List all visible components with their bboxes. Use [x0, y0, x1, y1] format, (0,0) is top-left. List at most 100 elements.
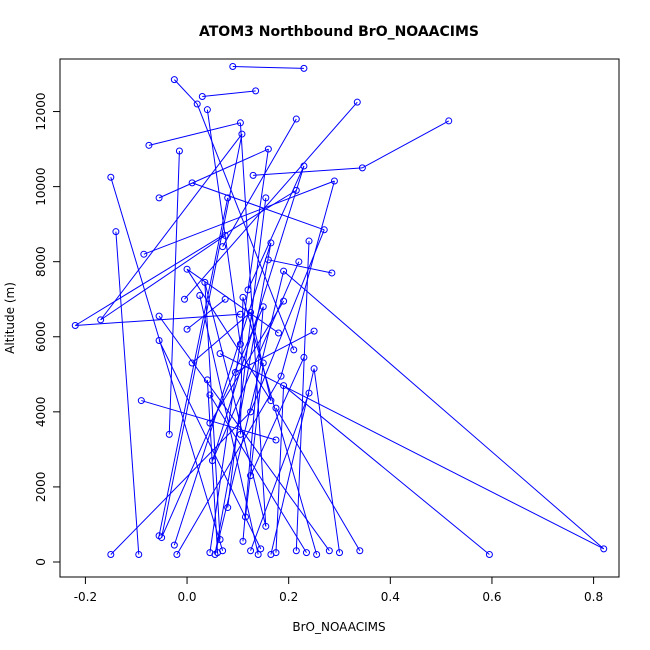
data-point: [137, 397, 145, 405]
series-line-segment: [242, 297, 318, 555]
series-line-segment: [275, 407, 361, 551]
data-point: [183, 325, 191, 333]
data-point: [292, 186, 300, 194]
series-line-segment: [173, 79, 198, 105]
data-point: [267, 550, 275, 558]
data-point: [267, 397, 275, 405]
data-point: [313, 550, 321, 558]
data-point: [241, 513, 249, 521]
data-point: [328, 269, 336, 277]
data-point: [236, 340, 244, 348]
data-point: [277, 372, 285, 380]
series-line-segment: [204, 282, 267, 527]
data-point: [239, 537, 247, 545]
data-point: [280, 382, 288, 390]
series-line-segment: [158, 315, 330, 552]
series-line-segment: [250, 312, 272, 401]
data-point: [107, 550, 115, 558]
data-point: [445, 117, 453, 125]
data-point: [71, 322, 79, 330]
x-axis: -0.2 0.0 0.2 0.4 0.6 0.8: [74, 576, 603, 604]
data-point: [155, 194, 163, 202]
x-axis-label: BrO_NOAACIMS: [292, 620, 385, 634]
series-line-segment: [209, 394, 307, 553]
series-line-segment: [199, 295, 259, 555]
y-tick-label: 6000: [34, 321, 48, 352]
data-point: [272, 436, 280, 444]
series-line-segment: [227, 197, 267, 508]
data-point: [231, 368, 239, 376]
data-point: [320, 226, 328, 234]
data-point: [206, 419, 214, 427]
y-axis-label: Altitude (m): [3, 282, 17, 354]
data-point: [259, 303, 267, 311]
data-point: [236, 119, 244, 127]
series-line-segment: [158, 197, 229, 536]
series-line-segment: [191, 182, 325, 231]
data-point: [485, 550, 493, 558]
data-point: [198, 93, 206, 101]
series-line-segment: [110, 177, 224, 551]
data-point: [107, 173, 115, 181]
data-point: [224, 504, 232, 512]
data-point: [275, 329, 283, 337]
data-point: [206, 391, 214, 399]
data-point: [216, 535, 224, 543]
data-point: [353, 98, 361, 106]
data-point: [208, 457, 216, 465]
data-point: [264, 256, 272, 264]
plot-frame: [59, 58, 620, 578]
data-point: [236, 310, 244, 318]
series-line-segment: [168, 150, 180, 435]
series-line-segment: [250, 357, 305, 476]
data-point: [188, 359, 196, 367]
data-point: [310, 365, 318, 373]
data-point: [252, 87, 260, 95]
x-tick-label: 0.2: [279, 590, 298, 604]
data-point: [158, 534, 166, 542]
series-line-segment: [206, 379, 219, 553]
data-point: [221, 231, 229, 239]
data-point: [305, 237, 313, 245]
series-lines: [74, 66, 605, 555]
x-tick-label: 0.0: [177, 590, 196, 604]
data-point: [257, 545, 265, 553]
data-point: [173, 550, 181, 558]
data-point: [236, 430, 244, 438]
y-tick-label: 10000: [34, 168, 48, 206]
data-point: [155, 312, 163, 320]
data-point: [201, 278, 209, 286]
series-line-segment: [214, 242, 272, 555]
data-point: [238, 130, 246, 138]
data-point: [97, 316, 105, 324]
data-point: [214, 549, 222, 557]
data-point: [300, 162, 308, 170]
data-point: [292, 547, 300, 555]
x-tick-label: 0.6: [482, 590, 501, 604]
data-point: [249, 171, 257, 179]
data-point: [302, 549, 310, 557]
data-point: [183, 265, 191, 273]
series-line-segment: [275, 385, 285, 553]
data-point: [295, 258, 303, 266]
data-point: [247, 408, 255, 416]
series-line-segment: [115, 231, 140, 555]
series-line-segment: [280, 180, 335, 377]
data-point: [310, 327, 318, 335]
data-point: [264, 145, 272, 153]
data-point: [262, 194, 270, 202]
data-point: [140, 250, 148, 258]
data-point: [135, 550, 143, 558]
data-point: [336, 549, 343, 557]
data-point: [112, 228, 120, 236]
series-line-segment: [209, 149, 269, 553]
data-point: [221, 295, 229, 303]
y-axis: 0 2000 4000 6000 8000 10000 12000: [34, 92, 61, 566]
data-point: [330, 177, 338, 185]
data-point: [247, 547, 255, 555]
data-point: [600, 545, 608, 553]
series-line-segment: [313, 368, 340, 553]
series-line-segment: [196, 103, 295, 351]
data-point: [193, 100, 201, 108]
